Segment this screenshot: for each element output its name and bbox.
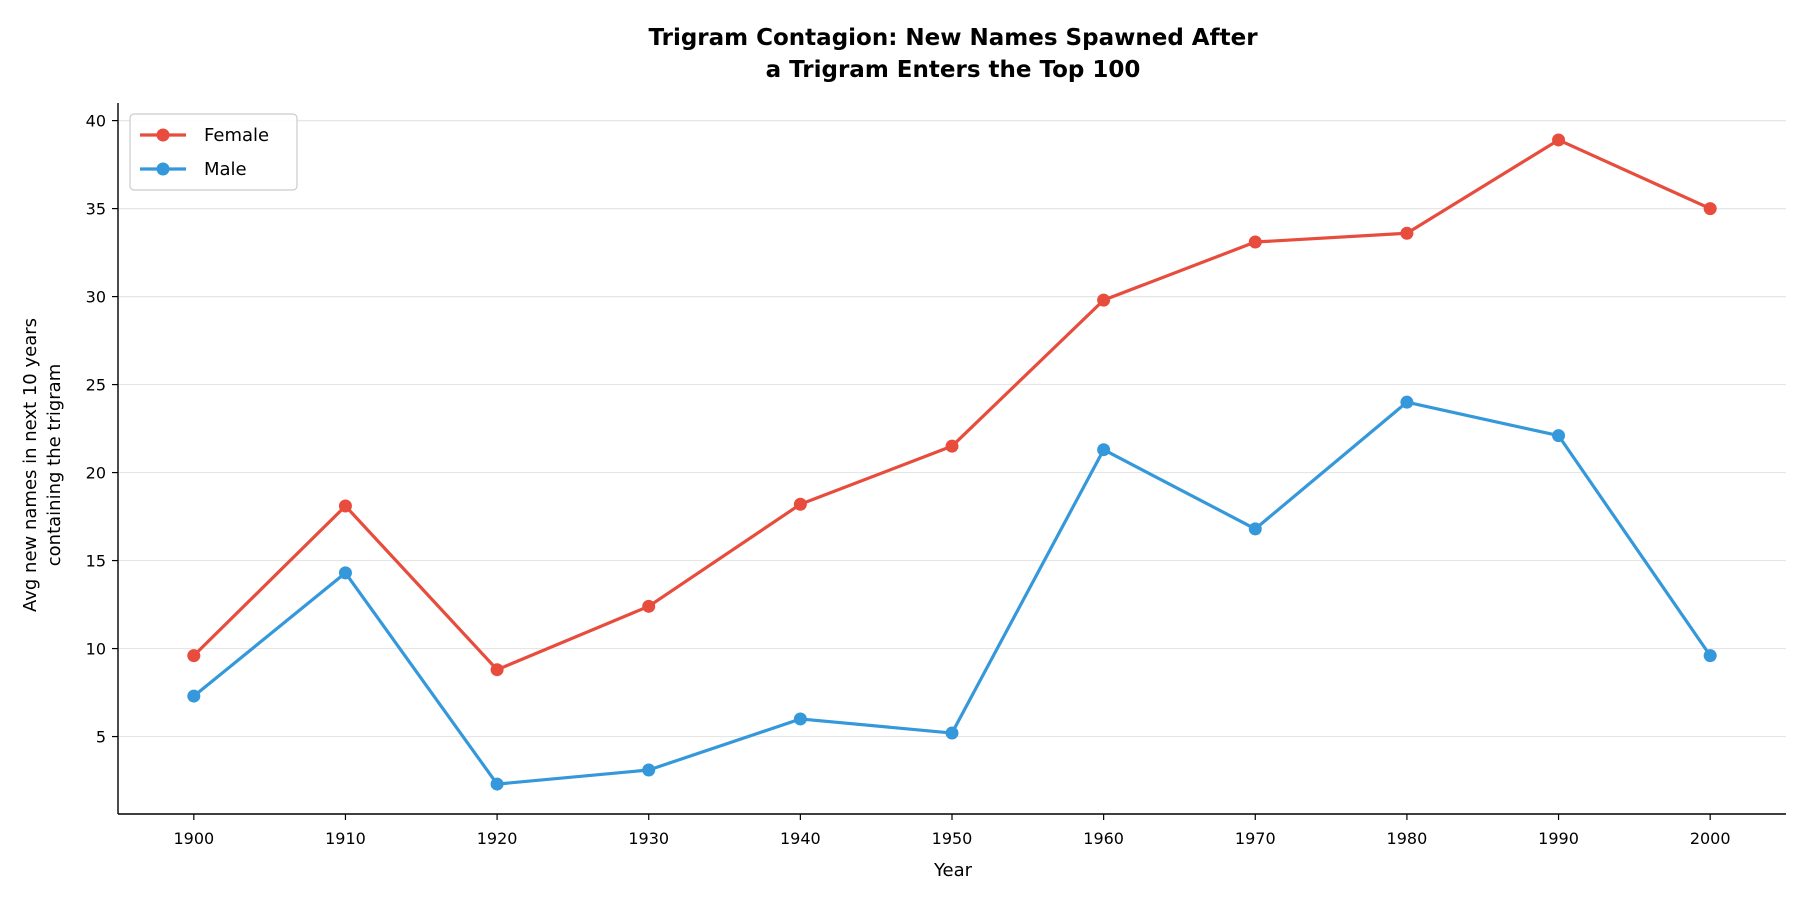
x-tick-label-1910: 1910 [325,829,366,848]
legend-label-male: Male [204,159,247,180]
x-tick-label-1900: 1900 [173,829,214,848]
data-point-male-1980 [1400,395,1414,409]
data-point-male-1900 [187,689,201,703]
legend-item-male: Male [140,159,247,180]
data-point-female-1930 [642,599,656,613]
data-point-female-1960 [1097,293,1111,307]
x-tick-label-1940: 1940 [780,829,821,848]
y-axis-label-line-1: Avg new names in next 10 years [20,318,41,612]
y-tick-label-40: 40 [86,112,106,131]
x-tick-label-1980: 1980 [1387,829,1428,848]
x-tick-label-1950: 1950 [932,829,973,848]
data-point-female-1940 [793,497,807,511]
axes [112,103,1786,820]
tick-labels: 5 10 15 20 25 30 35 40 1900 1910 1920 1930 1940 1950 1… [86,112,1731,848]
data-point-male-1960 [1097,443,1111,457]
x-axis-label: Year [933,860,973,881]
legend: Female Male [129,113,298,191]
y-tick-label-20: 20 [86,464,106,483]
y-tick-label-25: 25 [86,376,106,395]
x-tick-label-1990: 1990 [1538,829,1579,848]
data-point-female-1950 [945,439,959,453]
data-point-male-1930 [642,763,656,777]
legend-frame [129,113,298,191]
chart-title-line-2: a Trigram Enters the Top 100 [766,57,1141,83]
legend-swatch-marker-male [156,162,170,176]
legend-label-female: Female [204,125,269,146]
data-point-female-1990 [1552,133,1566,147]
y-tick-label-35: 35 [86,200,106,219]
y-tick-label-10: 10 [86,640,106,659]
data-point-female-1920 [490,663,504,677]
data-point-male-1970 [1248,522,1262,536]
y-tick-label-5: 5 [96,728,106,747]
x-tick-label-1930: 1930 [628,829,669,848]
x-tick-label-1970: 1970 [1235,829,1276,848]
x-tick-label-2000: 2000 [1690,829,1731,848]
y-axis-label: Avg new names in next 10 years containin… [20,318,65,612]
data-point-female-1970 [1248,235,1262,249]
data-point-male-1990 [1552,429,1566,443]
y-tick-label-30: 30 [86,288,106,307]
data-point-female-1910 [338,499,352,513]
series-lines [187,133,1717,791]
data-point-male-1950 [945,726,959,740]
data-point-female-1900 [187,649,201,663]
grid [118,119,1786,738]
data-point-female-1980 [1400,226,1414,240]
y-tick-label-15: 15 [86,552,106,571]
data-point-male-1920 [490,777,504,791]
series-female [187,133,1717,677]
series-male [187,395,1717,791]
x-tick-label-1920: 1920 [477,829,518,848]
x-tick-label-1960: 1960 [1083,829,1124,848]
data-point-female-2000 [1703,202,1717,216]
legend-item-female: Female [140,125,269,146]
data-point-male-2000 [1703,649,1717,663]
legend-swatch-marker-female [156,128,170,142]
data-point-male-1940 [793,712,807,726]
data-point-male-1910 [338,566,352,580]
series-line-female [192,138,1712,672]
y-axis-label-line-2: containing the trigram [44,364,65,566]
chart-title-line-1: Trigram Contagion: New Names Spawned Aft… [648,25,1258,51]
